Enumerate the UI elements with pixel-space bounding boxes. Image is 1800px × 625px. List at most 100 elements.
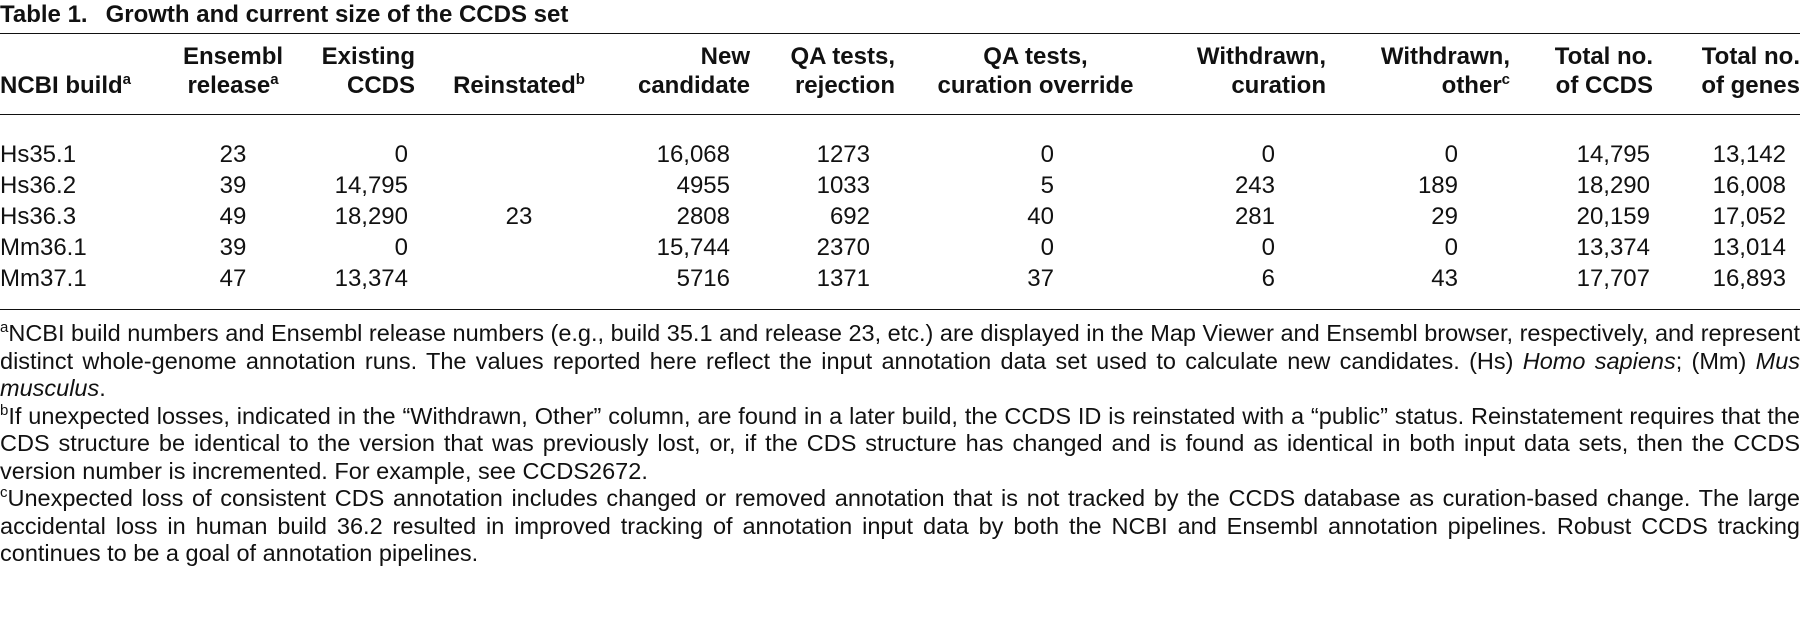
header-text: Withdrawn,	[1196, 43, 1326, 70]
cell-value: 20,159	[1576, 203, 1650, 230]
table-cell: 23	[430, 201, 608, 232]
column-header: NCBI builda	[0, 33, 166, 115]
table-cell: 20,159	[1521, 201, 1664, 232]
header-text: of CCDS	[1555, 72, 1653, 99]
row-label: Mm36.1	[0, 234, 87, 261]
table-cell: 0	[909, 115, 1162, 171]
table-cell: 17,707	[1521, 263, 1664, 310]
table-cell: 14,795	[1521, 115, 1664, 171]
footnote-mark: a	[122, 71, 131, 88]
table-cell: Mm36.1	[0, 232, 166, 263]
footnote-mark: c	[1501, 71, 1510, 88]
cell-value: 14,795	[1576, 141, 1650, 168]
table-cell: 16,893	[1664, 263, 1800, 310]
cell-value: 13,374	[1576, 234, 1650, 261]
table-cell: 43	[1343, 263, 1521, 310]
table-cell: 281	[1162, 201, 1343, 232]
table-cell: Hs36.3	[0, 201, 166, 232]
column-header: New candidate	[608, 33, 763, 115]
cell-value: 0	[1040, 141, 1054, 168]
cell-value: 5	[1040, 172, 1054, 199]
table-title: Table 1. Growth and current size of the C…	[0, 0, 1800, 33]
column-header: Existing CCDS	[300, 33, 430, 115]
cell-value: 2370	[816, 234, 870, 261]
table-cell: 0	[300, 232, 430, 263]
header-text: curation	[1231, 72, 1326, 99]
cell-value: 0	[1261, 141, 1275, 168]
cell-value: 23	[219, 141, 247, 168]
cell-value: 243	[1234, 172, 1275, 199]
table-cell: 1273	[763, 115, 909, 171]
footnote: bIf unexpected losses, indicated in the …	[0, 403, 1800, 486]
table-cell: 0	[300, 115, 430, 171]
cell-value: 16,893	[1712, 265, 1786, 292]
column-header: Reinstatedb	[430, 33, 608, 115]
table-cell: 692	[763, 201, 909, 232]
cell-value: 0	[394, 234, 408, 261]
table-cell: 2370	[763, 232, 909, 263]
header-text: NCBI build	[0, 72, 123, 99]
cell-value: 0	[394, 141, 408, 168]
species-name: Homo sapiens	[1522, 347, 1676, 374]
footnote: aNCBI build numbers and Ensembl release …	[0, 320, 1800, 403]
header-text: Reinstated	[453, 72, 576, 99]
cell-value: 39	[219, 172, 247, 199]
table-cell: 29	[1343, 201, 1521, 232]
table-cell: 16,008	[1664, 170, 1800, 201]
table-cell: 49	[166, 201, 300, 232]
header-text: release	[187, 72, 271, 99]
cell-value: 49	[219, 203, 247, 230]
footnote-text: ; (Mm)	[1675, 347, 1756, 374]
footnote-mark: a	[270, 71, 279, 88]
table-cell: 6	[1162, 263, 1343, 310]
cell-value: 16,008	[1712, 172, 1786, 199]
table-cell: 18,290	[300, 201, 430, 232]
cell-value: 37	[1027, 265, 1054, 292]
cell-value: 1273	[816, 141, 870, 168]
header-text: QA tests,	[983, 43, 1088, 70]
table-cell: 17,052	[1664, 201, 1800, 232]
column-header: Total no. of genes	[1664, 33, 1800, 115]
cell-value: 17,707	[1576, 265, 1650, 292]
table-cell: 39	[166, 170, 300, 201]
cell-value: 281	[1234, 203, 1275, 230]
table-cell: 39	[166, 232, 300, 263]
cell-value: 13,142	[1712, 141, 1786, 168]
table-row: Hs35.1 23 0 16,068 1273 0 0 0 14,795 13,142	[0, 115, 1800, 171]
table-cell: 13,014	[1664, 232, 1800, 263]
table-row: Hs36.3 49 18,290 23 2808 692 40 281 29 20,159 17,0…	[0, 201, 1800, 232]
table-cell: 0	[1343, 115, 1521, 171]
table-cell: 15,744	[608, 232, 763, 263]
table-body: Hs35.1 23 0 16,068 1273 0 0 0 14,795 13,142 Hs36.2…	[0, 115, 1800, 310]
table-caption: Growth and current size of the CCDS set	[105, 1, 569, 28]
table-cell: 40	[909, 201, 1162, 232]
cell-value: 1033	[816, 172, 870, 199]
footnotes: aNCBI build numbers and Ensembl release …	[0, 310, 1800, 568]
cell-value: 40	[1027, 203, 1054, 230]
table-cell	[430, 232, 608, 263]
cell-value: 15,744	[656, 234, 730, 261]
header-text: QA tests,	[790, 43, 895, 70]
table-cell: 0	[1162, 232, 1343, 263]
cell-value: 4955	[676, 172, 730, 199]
cell-value: 0	[1444, 141, 1458, 168]
header-row: NCBI builda Ensembl releasea Existing CCDS Re…	[0, 33, 1800, 115]
column-header: QA tests, rejection	[763, 33, 909, 115]
cell-value: 43	[1431, 265, 1458, 292]
data-table: NCBI builda Ensembl releasea Existing CCDS Re…	[0, 33, 1800, 310]
footnote-mark: b	[0, 401, 9, 419]
cell-value: 18,290	[1576, 172, 1650, 199]
cell-value: 5716	[676, 265, 730, 292]
table-cell: 0	[1343, 232, 1521, 263]
table-cell: 189	[1343, 170, 1521, 201]
row-label: Mm37.1	[0, 265, 87, 292]
footnote-text: NCBI build numbers and Ensembl release n…	[0, 320, 1800, 374]
cell-value: 0	[1261, 234, 1275, 261]
table-cell: 18,290	[1521, 170, 1664, 201]
cell-value: 29	[1431, 203, 1458, 230]
table-cell: 1033	[763, 170, 909, 201]
cell-value: 17,052	[1712, 203, 1786, 230]
table-cell: Hs36.2	[0, 170, 166, 201]
footnote-text: Unexpected loss of consistent CDS annota…	[0, 485, 1800, 566]
table-row: Mm36.1 39 0 15,744 2370 0 0 0 13,374 13,014	[0, 232, 1800, 263]
